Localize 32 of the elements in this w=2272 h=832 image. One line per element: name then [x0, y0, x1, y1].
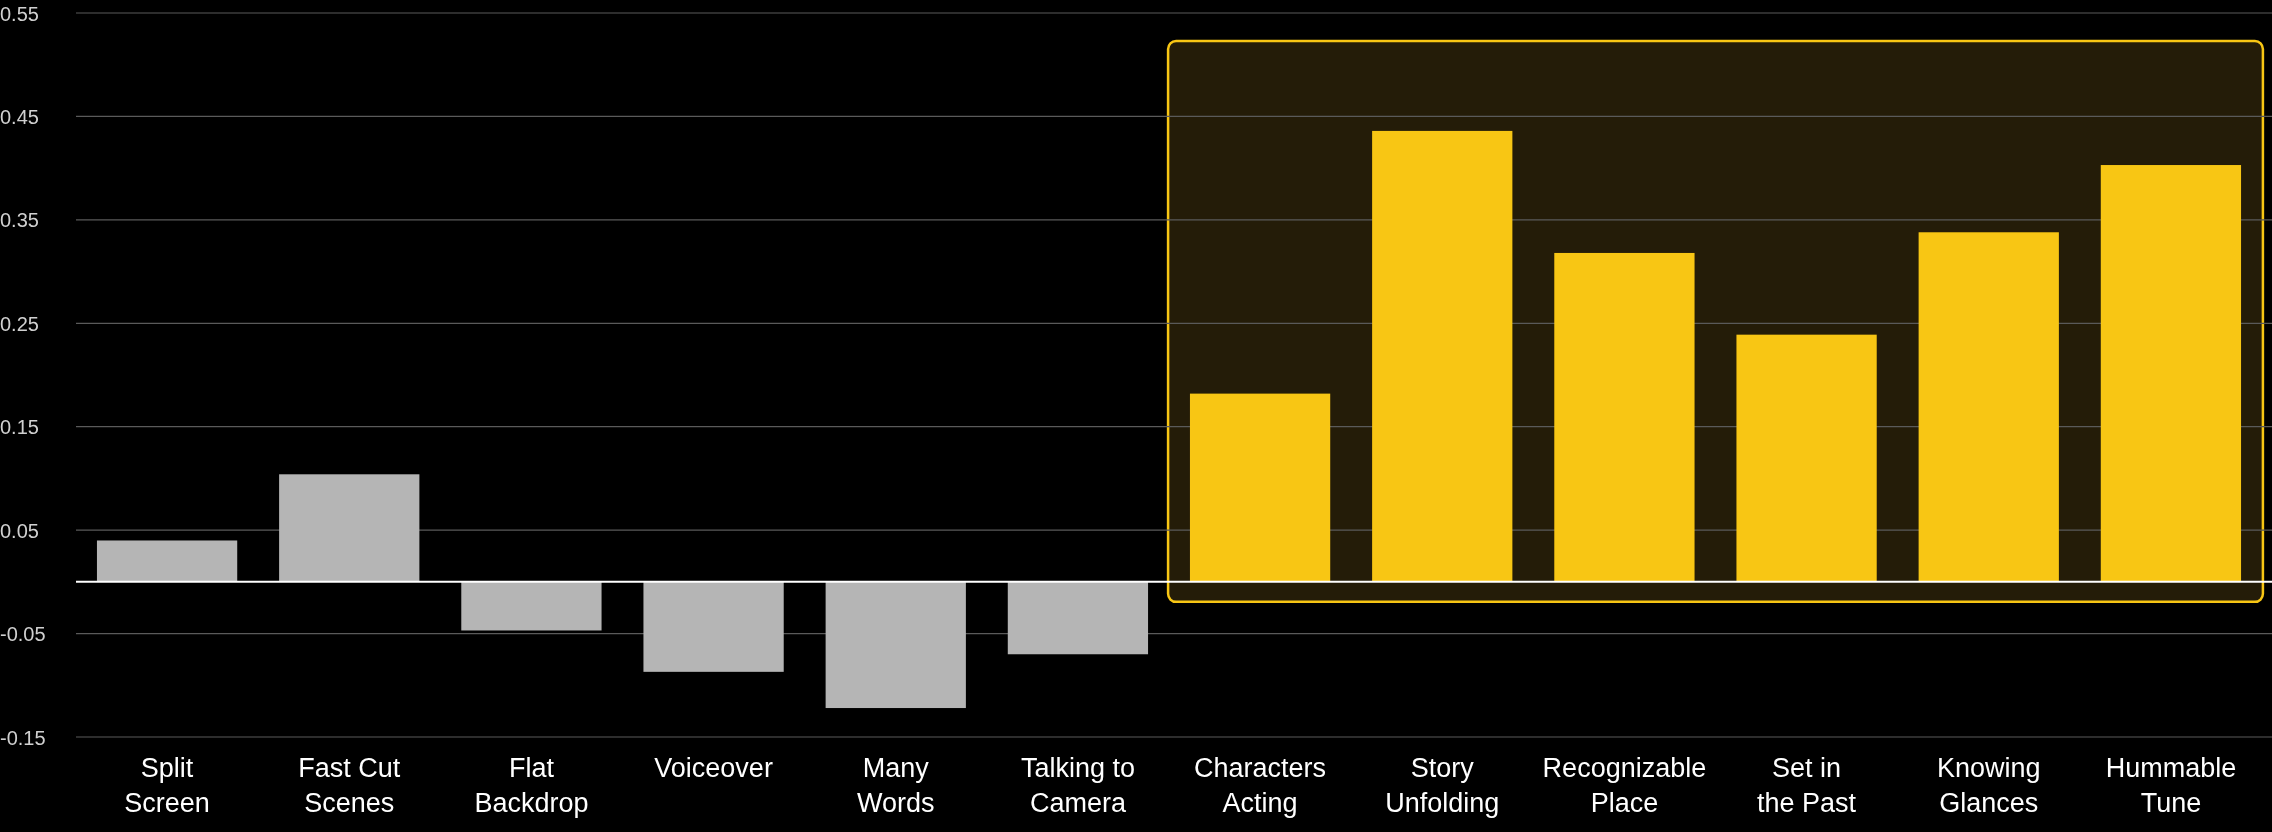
y-tick-label: -0.05: [0, 623, 46, 646]
bar: [2100, 165, 2242, 582]
x-tick-label: Split Screen: [124, 753, 210, 818]
x-tick-label: Hummable Tune: [2105, 753, 2237, 818]
y-tick-label: 0.15: [0, 416, 39, 439]
y-tick-label: 0.35: [0, 209, 39, 232]
bar: [1736, 334, 1877, 582]
bar: [1189, 393, 1331, 582]
bar: [96, 540, 238, 582]
x-tick-label: Characters Acting: [1194, 753, 1327, 818]
bar: [1918, 232, 2059, 582]
y-tick-label: 0.05: [0, 519, 39, 542]
bar: [1007, 581, 1149, 655]
x-tick-label: Set in the Past: [1757, 753, 1857, 818]
x-tick-label: Recognizable Place: [1542, 753, 1707, 818]
y-tick-label: 0.25: [0, 312, 39, 335]
x-tick-label: Flat Backdrop: [474, 753, 589, 818]
bar: [1372, 130, 1513, 582]
x-tick-label: Talking to Camera: [1020, 753, 1135, 818]
bar: [1554, 252, 1695, 582]
bar: [643, 581, 784, 672]
x-tick-label: Voiceover: [654, 753, 773, 783]
x-tick-label: Story Unfolding: [1385, 753, 1500, 818]
y-tick-label: 0.55: [0, 2, 39, 25]
bar: [279, 474, 420, 582]
y-tick-label: 0.45: [0, 105, 39, 128]
x-tick-label: Knowing Glances: [1936, 753, 2041, 818]
bar: [461, 581, 602, 631]
x-tick-label: Many Words: [856, 753, 935, 818]
x-tick-label: Fast Cut Scenes: [298, 753, 401, 818]
bar: [825, 581, 966, 709]
y-tick-label: -0.15: [0, 726, 46, 749]
